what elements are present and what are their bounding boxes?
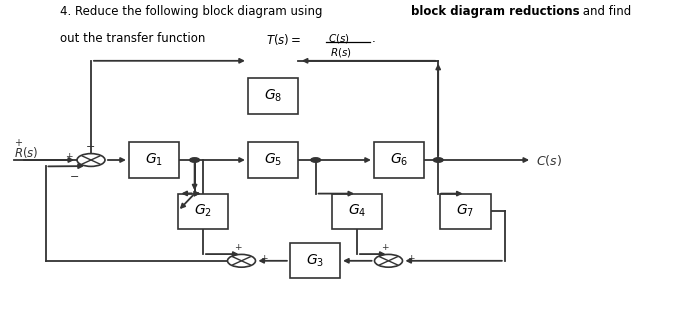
Text: $G_{3}$: $G_{3}$ — [306, 252, 324, 269]
Text: $+$: $+$ — [234, 242, 243, 252]
Bar — [129, 142, 179, 178]
Bar — [440, 194, 491, 229]
Circle shape — [374, 254, 402, 267]
Circle shape — [311, 158, 321, 162]
Text: $+$: $+$ — [260, 252, 268, 263]
Circle shape — [228, 254, 256, 267]
Text: .: . — [372, 32, 375, 45]
Text: $-$: $-$ — [85, 140, 95, 150]
Bar — [248, 78, 298, 114]
Text: $R(s)$: $R(s)$ — [330, 46, 351, 60]
Text: $G_{5}$: $G_{5}$ — [264, 152, 282, 168]
Text: $+$: $+$ — [382, 242, 390, 252]
Text: $+$: $+$ — [14, 137, 23, 148]
Text: $G_{8}$: $G_{8}$ — [264, 88, 282, 104]
Text: $R(s)$: $R(s)$ — [14, 145, 38, 159]
Text: $G_{7}$: $G_{7}$ — [456, 203, 475, 220]
Text: $T(s) =$: $T(s) =$ — [266, 32, 302, 47]
Text: 4. Reduce the following block diagram using: 4. Reduce the following block diagram us… — [60, 5, 326, 18]
Text: $G_{1}$: $G_{1}$ — [145, 152, 163, 168]
Text: $-$: $-$ — [69, 170, 79, 180]
Text: $C(s)$: $C(s)$ — [536, 153, 561, 167]
Circle shape — [433, 158, 443, 162]
Text: $G_{2}$: $G_{2}$ — [194, 203, 212, 220]
Circle shape — [190, 158, 200, 162]
Bar — [290, 243, 340, 278]
Text: $G_{6}$: $G_{6}$ — [390, 152, 408, 168]
Text: out the transfer function: out the transfer function — [60, 32, 209, 45]
Text: $+$: $+$ — [407, 252, 415, 263]
Bar — [178, 194, 228, 229]
Text: and find: and find — [579, 5, 631, 18]
Text: $C(s)$: $C(s)$ — [328, 32, 349, 45]
Bar — [248, 142, 298, 178]
Text: block diagram reductions: block diagram reductions — [411, 5, 580, 18]
Bar — [332, 194, 382, 229]
Text: $+$: $+$ — [65, 150, 74, 161]
Bar — [374, 142, 424, 178]
Circle shape — [77, 154, 105, 166]
Text: $G_{4}$: $G_{4}$ — [348, 203, 366, 220]
